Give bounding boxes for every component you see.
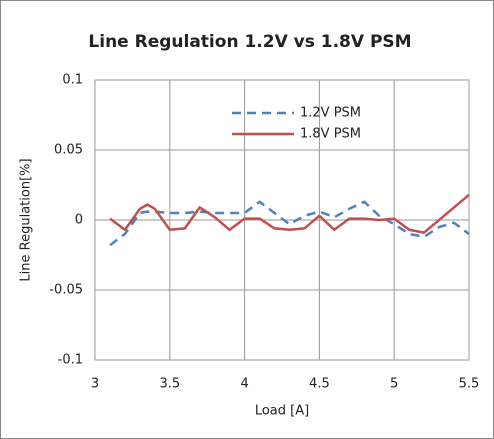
legend-label: 1.2V PSM bbox=[300, 106, 361, 121]
legend-label: 1.8V PSM bbox=[300, 127, 361, 142]
x-tick-label: 4 bbox=[240, 377, 248, 392]
x-tick-label: 4.5 bbox=[309, 377, 330, 392]
y-tick-label: -0.05 bbox=[49, 283, 83, 298]
y-tick-label: 0.1 bbox=[62, 73, 83, 88]
y-tick-label: -0.1 bbox=[58, 353, 83, 368]
y-axis-label: Line Regulation[%] bbox=[19, 158, 34, 281]
x-tick-label: 5 bbox=[390, 377, 398, 392]
x-axis-label: Load [A] bbox=[255, 404, 309, 419]
series-line bbox=[109, 193, 470, 234]
x-tick-label: 5.5 bbox=[459, 377, 480, 392]
y-tick-label: 0 bbox=[75, 213, 83, 228]
x-tick-label: 3.5 bbox=[159, 377, 180, 392]
y-tick-label: 0.05 bbox=[54, 143, 83, 158]
x-tick-label: 3 bbox=[91, 377, 99, 392]
chart-title: Line Regulation 1.2V vs 1.8V PSM bbox=[88, 32, 411, 52]
